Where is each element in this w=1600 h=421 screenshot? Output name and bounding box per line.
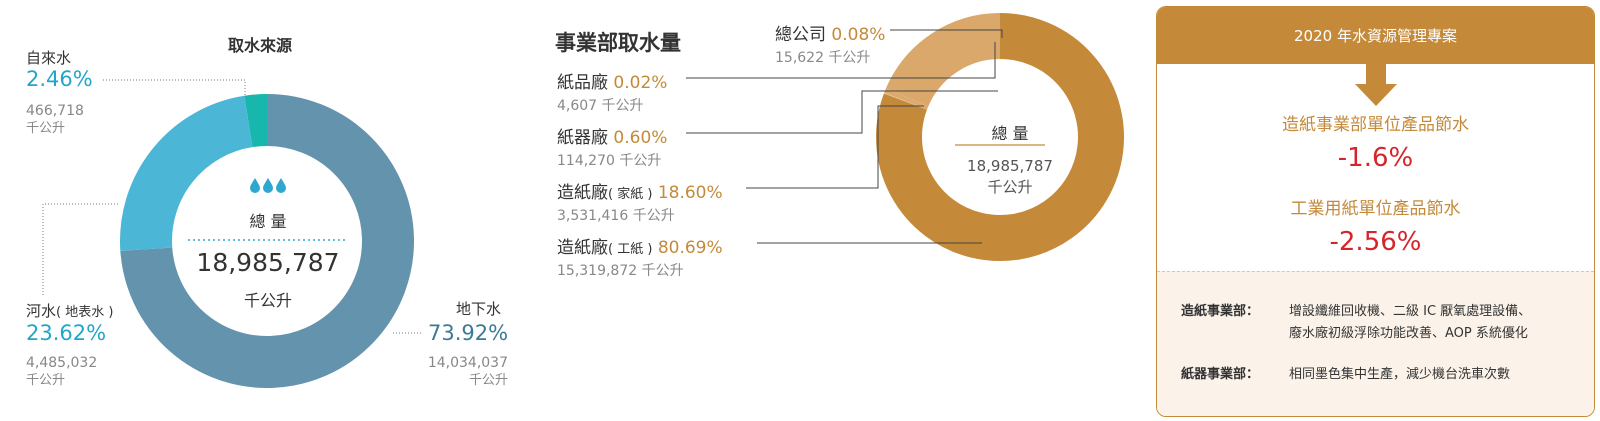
leader-household (746, 105, 924, 189)
panel-item2-value: -2.56% (1329, 227, 1422, 257)
leader-river (42, 203, 120, 295)
dept2-line1: 相同墨色集中生產，減少機台洗車次數 (1289, 367, 1511, 382)
row-industrial: 造紙廠( 工紙 ) 80.69% (557, 238, 723, 258)
row-industrial-amount: 15,319,872 千公升 (557, 263, 684, 279)
slice-household-paper (885, 13, 1001, 108)
legend-tap-amount: 466,718 (26, 103, 84, 119)
slice-groundwater (120, 94, 414, 388)
legend-ground-name: 地下水 (456, 300, 502, 318)
right-center-value: 18,985,787 (967, 157, 1053, 175)
right-center-unit: 千公升 (987, 178, 1033, 196)
slice-river-water (120, 95, 254, 251)
row-hq: 總公司 0.08% (775, 25, 886, 45)
legend-river-pct: 23.62% (26, 321, 107, 345)
row-household: 造紙廠( 家紙 ) 18.60% (557, 183, 723, 203)
right-donut (876, 13, 1124, 261)
left-chart-title: 取水來源 (228, 36, 293, 55)
left-donut (120, 94, 414, 388)
right-center-label: 總 量 (991, 124, 1029, 143)
panel-item2-label: 工業用紙單位產品節水 (1290, 199, 1461, 219)
legend-river-name: 河水( 地表水 ) (26, 302, 114, 320)
leader-hq (890, 29, 1003, 38)
row-container-amount: 114,270 千公升 (557, 153, 662, 169)
right-chart-title: 事業部取水量 (555, 31, 681, 55)
left-center-label: 總 量 (249, 212, 287, 231)
row-container: 紙器廠 0.60% (557, 128, 668, 148)
leader-paperprod (686, 42, 996, 79)
panel-item1-value: -1.6% (1337, 143, 1414, 173)
water-drops-icon (250, 178, 286, 193)
right-chart-svg (686, 13, 1124, 261)
row-household-amount: 3,531,416 千公升 (557, 208, 675, 224)
row-hq-amount: 15,622 千公升 (775, 50, 871, 66)
panel-item1-label: 造紙事業部單位產品節水 (1282, 115, 1469, 135)
dept1-line2: 廢水廠初級浮除功能改善、AOP 系統優化 (1289, 326, 1528, 341)
legend-ground-pct: 73.92% (428, 321, 509, 345)
legend-ground-unit: 千公升 (468, 373, 508, 388)
down-arrow-icon (1355, 64, 1397, 106)
row-paperprod-amount: 4,607 千公升 (557, 98, 644, 114)
panel-details: 造紙事業部： 增設纖維回收機、二級 IC 厭氧處理設備、 廢水廠初級浮除功能改善… (1157, 271, 1594, 416)
slice-tap-water (244, 94, 268, 148)
left-center-value: 18,985,787 (196, 248, 340, 277)
dept1-name: 造紙事業部： (1181, 304, 1260, 319)
legend-river-unit: 千公升 (26, 373, 66, 388)
legend-river-amount: 4,485,032 (26, 355, 98, 371)
legend-ground-amount: 14,034,037 (427, 355, 508, 371)
row-paperprod: 紙品廠 0.02% (557, 73, 668, 93)
legend-tap-unit: 千公升 (26, 121, 66, 136)
panel-header (1157, 7, 1594, 64)
water-project-panel: 2020 年水資源管理專案 造紙事業部單位產品節水 -1.6% 工業用紙單位產品… (1156, 6, 1595, 417)
leader-container (686, 90, 998, 134)
leader-tap (103, 79, 246, 95)
left-chart-svg (42, 79, 422, 388)
panel-title: 2020 年水資源管理專案 (1294, 27, 1457, 45)
slice-industrial-paper (876, 13, 1124, 261)
left-center-unit: 千公升 (243, 291, 292, 310)
dept2-name: 紙器事業部： (1181, 367, 1260, 382)
dept1-line1: 增設纖維回收機、二級 IC 厭氧處理設備、 (1289, 304, 1532, 319)
legend-tap-pct: 2.46% (26, 67, 93, 91)
slice-container (884, 88, 929, 110)
legend-tap-name: 自來水 (26, 49, 72, 67)
